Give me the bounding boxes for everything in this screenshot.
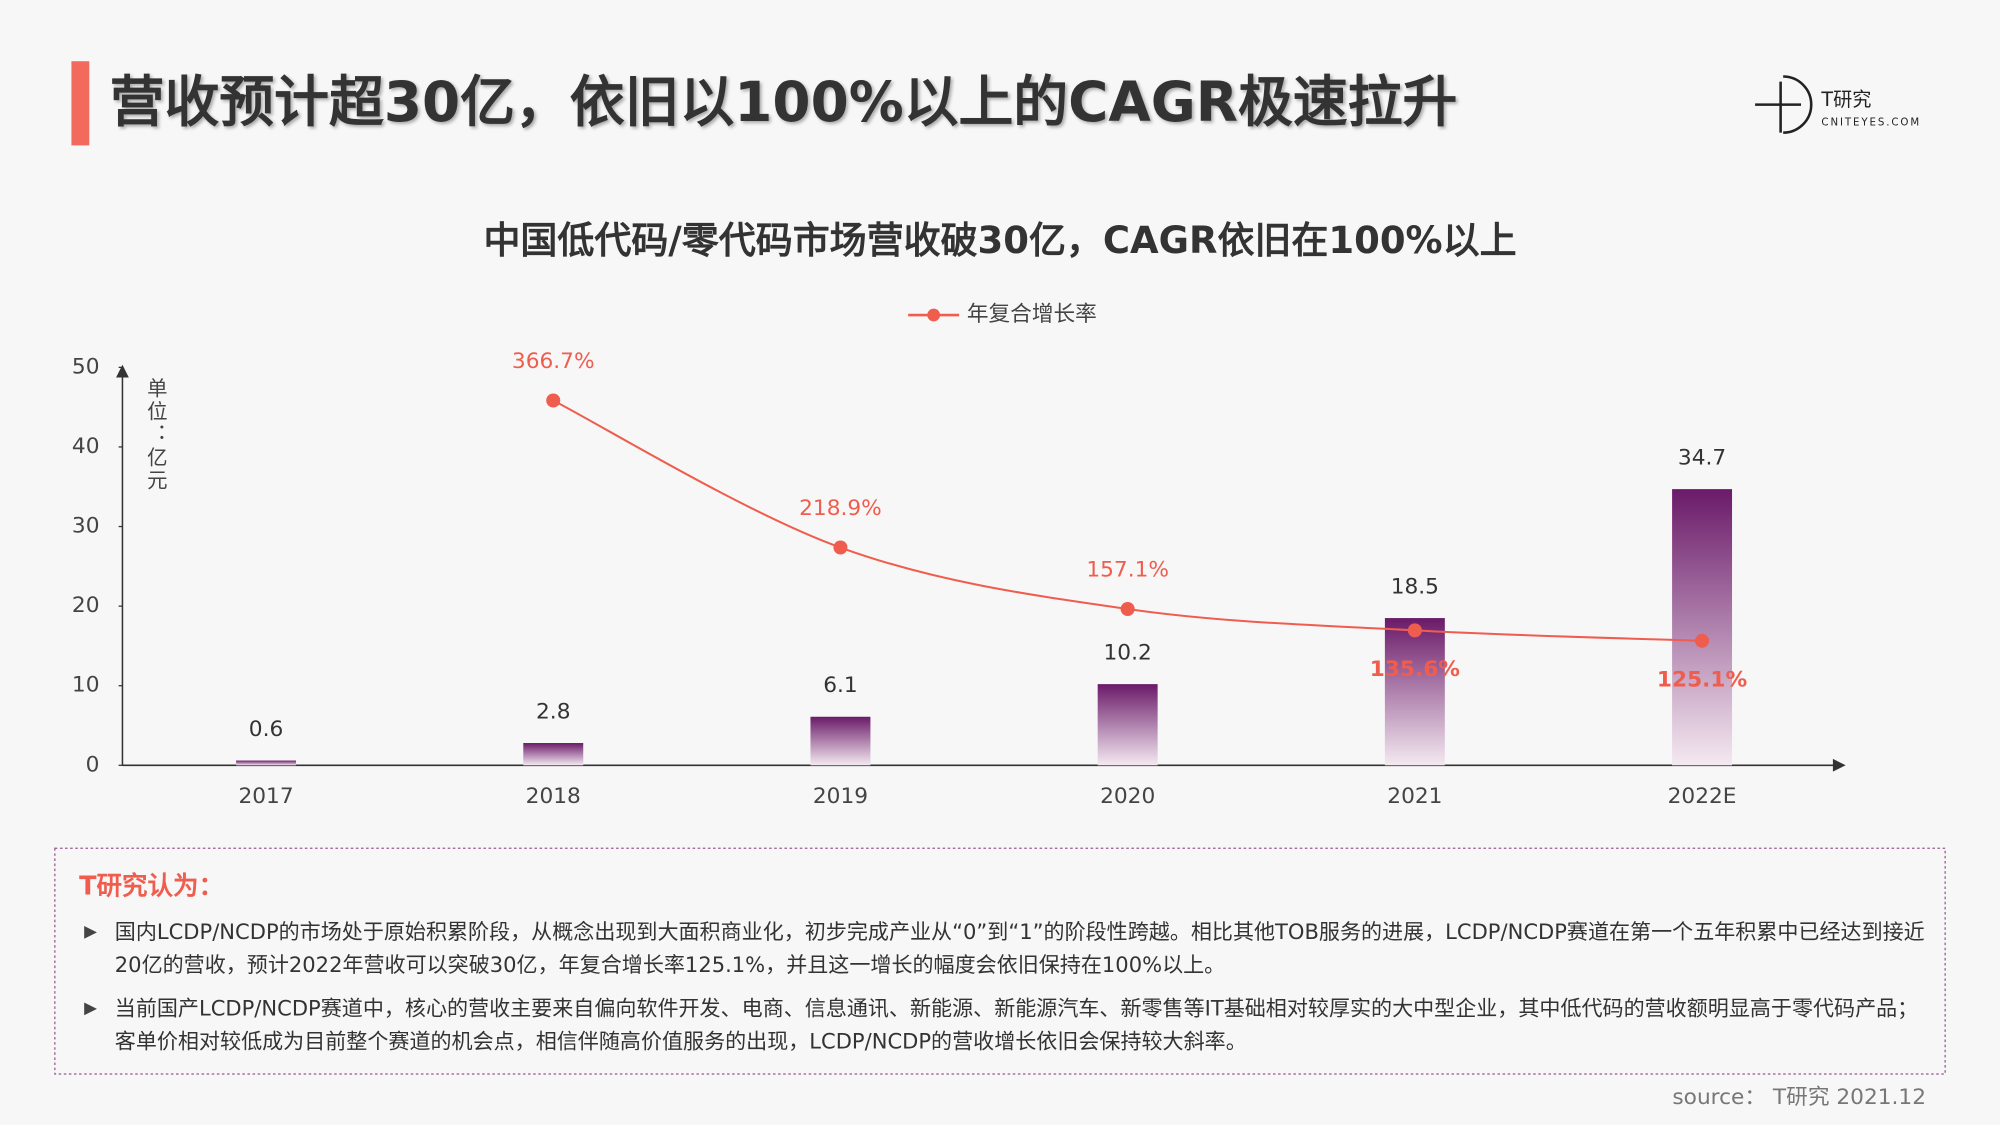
chart-title: 中国低代码/零代码市场营收破30亿，CAGR依旧在100%以上 — [483, 219, 1516, 262]
bar — [1672, 489, 1733, 766]
note-bullet: 国内LCDP/NCDP的市场处于原始积累阶段，从概念出现到大面积商业化，初步完成… — [77, 916, 1933, 982]
title-accent — [71, 61, 90, 146]
note-text: 当前国产LCDP/NCDP赛道中，核心的营收主要来自偏向软件开发、电商、信息通讯… — [114, 996, 1919, 1054]
notes-heading: T研究认为： — [79, 872, 224, 902]
bar-value-label: 0.6 — [249, 717, 283, 742]
legend-marker — [927, 308, 941, 322]
x-tick-label: 2018 — [526, 784, 581, 809]
note-bullet: 当前国产LCDP/NCDP赛道中，核心的营收主要来自偏向软件开发、电商、信息通讯… — [77, 992, 1933, 1058]
x-tick-label: 2017 — [238, 784, 293, 809]
y-tick-label: 40 — [72, 434, 100, 459]
bar — [810, 716, 871, 766]
line-point — [1407, 623, 1422, 638]
x-tick-label: 2019 — [813, 784, 868, 809]
note-text: 国内LCDP/NCDP的市场处于原始积累阶段，从概念出现到大面积商业化，初步完成… — [114, 919, 1925, 978]
bar-value-label: 2.8 — [536, 699, 570, 724]
logo — [1755, 75, 1813, 134]
bar — [1384, 618, 1445, 766]
line-point — [1120, 601, 1135, 617]
y-tick-label: 10 — [72, 673, 100, 698]
y-tick-label: 50 — [72, 354, 100, 379]
y-axis-label: 单位：亿元 — [143, 378, 167, 493]
x-tick-label: 2022E — [1668, 784, 1737, 809]
x-tick-label: 2021 — [1387, 784, 1442, 809]
notes-list: 国内LCDP/NCDP的市场处于原始积累阶段，从概念出现到大面积商业化，初步完成… — [77, 916, 1933, 1059]
y-axis-arrow — [116, 364, 129, 378]
bar-value-label: 6.1 — [823, 673, 857, 698]
logo-subtext: CNITEYES.COM — [1821, 117, 1921, 128]
notes-box — [54, 847, 1946, 1075]
y-tick-label: 0 — [86, 752, 100, 777]
bar-value-label: 10.2 — [1104, 641, 1152, 666]
y-tick-label: 20 — [72, 593, 100, 618]
line-point — [546, 393, 561, 408]
x-axis-arrow — [1832, 758, 1846, 772]
y-tick-label: 30 — [72, 514, 100, 539]
line-value-label: 157.1% — [1086, 558, 1169, 583]
bar-value-label: 34.7 — [1678, 446, 1726, 471]
logo-text: T研究 — [1820, 88, 1871, 111]
line-value-label: 218.9% — [799, 496, 882, 521]
line-point — [1695, 633, 1710, 648]
bar — [523, 743, 584, 766]
slide-title: 营收预计超30亿，依旧以100%以上的CAGR极速拉升 — [110, 70, 1458, 134]
logo-arc — [1783, 75, 1813, 134]
line-value-label: 366.7% — [512, 349, 595, 374]
line-point — [833, 540, 848, 555]
bullet-marker — [84, 926, 97, 939]
bullet-marker — [84, 1002, 97, 1016]
line-value-label: 125.1% — [1657, 667, 1748, 692]
bar — [1097, 684, 1158, 766]
bar-value-label: 18.5 — [1391, 574, 1439, 599]
legend-label: 年复合增长率 — [967, 302, 1097, 327]
source: source： T研究 2021.12 — [1672, 1085, 1926, 1110]
x-tick-label: 2020 — [1100, 784, 1155, 809]
line-value-label: 135.6% — [1370, 657, 1461, 682]
bar — [236, 760, 297, 766]
notes-body: 国内LCDP/NCDP的市场处于原始积累阶段，从概念出现到大面积商业化，初步完成… — [77, 916, 1933, 1059]
